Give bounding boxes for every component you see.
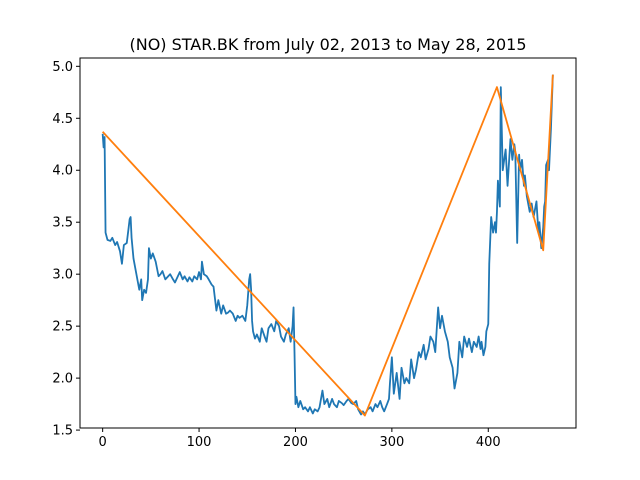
series-line-2 — [101, 74, 554, 417]
y-tick-label: 5.0 — [52, 60, 73, 75]
y-tick-label: 4.0 — [52, 164, 73, 179]
x-tick-label: 100 — [187, 435, 212, 450]
x-tick-label: 300 — [379, 435, 404, 450]
x-tick-label: 400 — [476, 435, 501, 450]
chart-title: (NO) STAR.BK from July 02, 2013 to May 2… — [129, 35, 526, 54]
y-tick-label: 1.5 — [52, 424, 73, 439]
y-tick-label: 2.5 — [52, 320, 73, 335]
y-tick-label: 3.0 — [52, 268, 73, 283]
series-line-1 — [101, 74, 554, 416]
x-axis: 0 100 200 300 400 — [99, 428, 501, 450]
y-tick-label: 4.5 — [52, 112, 73, 127]
plot-frame — [79, 57, 577, 429]
y-axis: 1.5 2.0 2.5 3.0 3.5 4.0 4.5 5.0 — [52, 60, 80, 439]
y-tick-label: 3.5 — [52, 216, 73, 231]
y-tick-label: 2.0 — [52, 372, 73, 387]
x-tick-label: 0 — [99, 435, 107, 450]
series-layer — [101, 74, 554, 417]
x-tick-label: 200 — [283, 435, 308, 450]
